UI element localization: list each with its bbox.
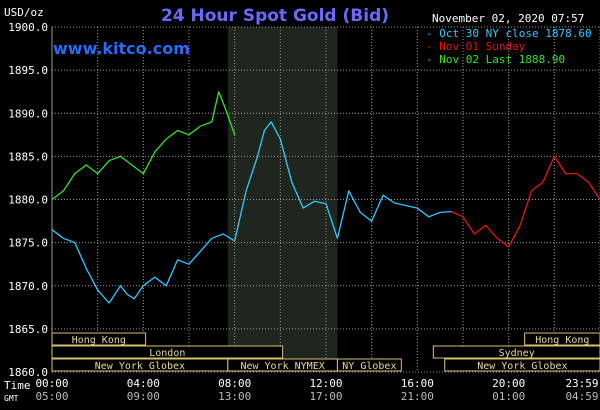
y-tick-label: 1890.0 [8,107,48,120]
session-bar-box [432,345,600,359]
session-bar: NY Globex [336,358,402,372]
series-line-2 [51,91,236,201]
session-bar-box [51,332,147,346]
y-tick-label: 1885.0 [8,150,48,163]
x-tick-time-label: 16:00 [401,377,434,390]
x-tick-time-label: 04:00 [127,377,160,390]
session-bar-box [524,332,600,346]
session-bars: Hong Kong London New York Globex New York N… [51,332,600,372]
session-label: New York Globex [95,361,185,372]
legend: - Oct 30 NY close 1878.60 - Nov 01 Sunda… [426,27,592,66]
session-bar-box [444,358,600,372]
axis-ticks: 1860.0 1865.0 1870.0 1875.0 1880.0 1885.0 1890… [8,21,598,403]
x-tick-time-label: 23:59 [565,377,598,390]
x-tick-gmt-label: 04:59 [565,390,598,403]
session-label: London [149,348,185,359]
site-url: www.kitco.com [53,39,190,58]
y-tick-label: 1865.0 [8,323,48,336]
x-tick-gmt-label: 01:00 [492,390,525,403]
session-label: New York Globex [477,361,567,372]
x-tick-gmt-label: 09:00 [127,390,160,403]
session-bar-box [51,345,284,359]
x-tick-gmt-label: 13:00 [218,390,251,403]
session-bar-box [336,358,402,372]
y-tick-label: 1860.0 [8,366,48,379]
session-label: Hong Kong [535,335,589,346]
session-label: New York NYMEX [240,361,324,372]
y-tick-label: 1870.0 [8,280,48,293]
timestamp: November 02, 2020 07:57 [432,12,584,25]
y-tick-label: 1895.0 [8,64,48,77]
session-bar: New York Globex [51,358,229,372]
x-tick-time-label: 00:00 [35,377,68,390]
session-bar: Sydney [432,345,600,359]
x-tick-time-label: 08:00 [218,377,251,390]
series-line-0 [51,121,452,304]
time-axis-label: Time [4,379,31,392]
series-line-1 [451,155,600,248]
session-bar: New York NYMEX [227,358,338,372]
session-label: Hong Kong [72,335,126,346]
price-series [51,91,600,304]
gmt-axis-label: GMT [4,394,19,403]
y-tick-label: 1880.0 [8,194,48,207]
legend-nov02: - Nov 02 Last 1888.90 [426,53,565,66]
session-bar: Hong Kong [524,332,600,346]
x-tick-time-label: 20:00 [492,377,525,390]
session-bar: New York Globex [444,358,600,372]
x-tick-gmt-label: 21:00 [401,390,434,403]
session-label: Sydney [499,348,535,359]
session-label: NY Globex [342,361,396,372]
legend-oct30: - Oct 30 NY close 1878.60 [426,27,592,40]
x-tick-gmt-label: 05:00 [35,390,68,403]
unit-label: USD/oz [4,6,44,19]
chart-title: 24 Hour Spot Gold (Bid) [161,6,389,26]
session-bar: London [51,345,284,359]
x-tick-time-label: 12:00 [309,377,342,390]
legend-nov01: - Nov 01 Sunday [426,40,526,53]
y-tick-label: 1900.0 [8,21,48,34]
y-tick-label: 1875.0 [8,237,48,250]
session-bar: Hong Kong [51,332,147,346]
x-tick-gmt-label: 17:00 [309,390,342,403]
